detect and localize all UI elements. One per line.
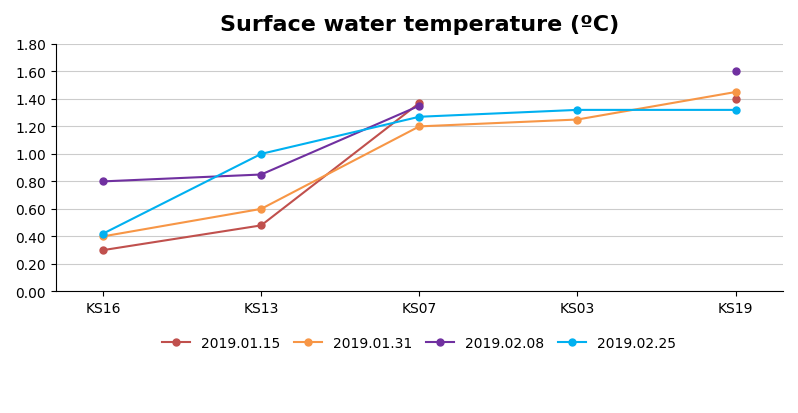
Title: Surface water temperature (ºC): Surface water temperature (ºC) [219, 15, 619, 35]
Legend: 2019.01.15, 2019.01.31, 2019.02.08, 2019.02.25: 2019.01.15, 2019.01.31, 2019.02.08, 2019… [157, 331, 681, 356]
